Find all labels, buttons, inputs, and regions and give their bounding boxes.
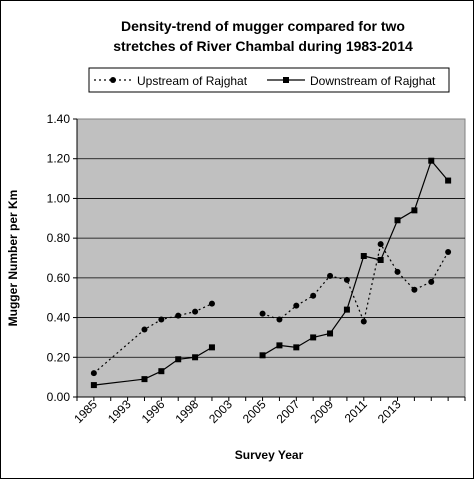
data-point	[158, 316, 165, 323]
x-tick-label: 1985	[71, 397, 100, 426]
y-tick-label: 1.00	[47, 191, 71, 205]
data-point	[141, 376, 148, 383]
data-point	[141, 326, 148, 333]
legend-label-upstream: Upstream of Rajghat	[137, 74, 248, 88]
data-point	[293, 302, 300, 309]
data-point	[310, 292, 317, 299]
y-tick-label: 1.40	[47, 112, 71, 126]
x-tick-label: 2009	[307, 397, 336, 426]
data-point	[259, 310, 266, 317]
data-point	[90, 370, 97, 377]
data-point	[192, 308, 199, 315]
legend-marker-downstream	[283, 77, 289, 83]
data-point	[377, 256, 384, 263]
y-tick-label: 0.00	[47, 390, 71, 404]
x-axis-title: Survey Year	[235, 448, 304, 462]
data-point	[428, 278, 435, 285]
data-point	[90, 382, 97, 389]
y-tick-label: 0.20	[47, 350, 71, 364]
x-tick-label: 1993	[105, 397, 134, 426]
data-point	[394, 217, 401, 224]
series-upstream	[90, 241, 452, 377]
data-point	[175, 312, 182, 319]
x-axis-ticks: 1985 1993 1996 1998 2003 2005 2007 2009 2011 2013	[71, 397, 466, 426]
data-point	[259, 352, 266, 359]
x-tick-label: 2003	[206, 397, 235, 426]
data-point	[192, 354, 199, 361]
data-point	[411, 286, 418, 293]
data-point	[445, 177, 452, 184]
x-tick-label: 1996	[139, 397, 168, 426]
gridlines	[76, 119, 465, 398]
x-tick-label: 2011	[342, 397, 370, 425]
data-point	[428, 157, 435, 164]
legend-label-downstream: Downstream of Rajghat	[310, 74, 436, 88]
y-tick-label: 0.60	[47, 271, 71, 285]
chart-title-line-2: stretches of River Chambal during 1983-2…	[113, 38, 413, 54]
y-axis-ticks: 0.00 0.20 0.40 0.60 0.80 1.00 1.20 1.40	[47, 112, 77, 404]
data-point	[360, 253, 367, 260]
y-axis-title: Mugger Number per Km	[6, 190, 20, 327]
series-line	[93, 303, 213, 374]
data-point	[208, 300, 215, 307]
data-point	[293, 344, 300, 351]
x-tick-label: 2013	[375, 397, 404, 426]
data-point	[327, 330, 334, 337]
data-point	[394, 268, 401, 275]
series-downstream	[90, 157, 452, 389]
x-tick-label: 1998	[172, 397, 201, 426]
data-point	[343, 276, 350, 283]
chart-title-line-1: Density-trend of mugger compared for two	[121, 18, 405, 34]
y-tick-label: 1.20	[47, 152, 71, 166]
series-layer	[90, 157, 452, 389]
data-point	[158, 368, 165, 375]
legend: Upstream of Rajghat Downstream of Rajgha…	[88, 67, 450, 93]
data-point	[377, 241, 384, 248]
plot-area	[76, 118, 466, 398]
data-point	[445, 249, 452, 256]
series-line	[262, 242, 449, 324]
legend-marker-upstream	[110, 77, 116, 83]
x-tick-label: 2005	[240, 397, 269, 426]
data-point	[327, 272, 334, 279]
y-tick-label: 0.80	[47, 231, 71, 245]
data-point	[208, 344, 215, 351]
data-point	[310, 334, 317, 341]
data-point	[175, 356, 182, 363]
data-point	[276, 342, 283, 349]
data-point	[276, 316, 283, 323]
data-point	[411, 207, 418, 214]
data-point	[343, 306, 350, 313]
data-point	[360, 318, 367, 325]
y-tick-label: 0.40	[47, 311, 71, 325]
x-tick-label: 2007	[274, 397, 303, 426]
